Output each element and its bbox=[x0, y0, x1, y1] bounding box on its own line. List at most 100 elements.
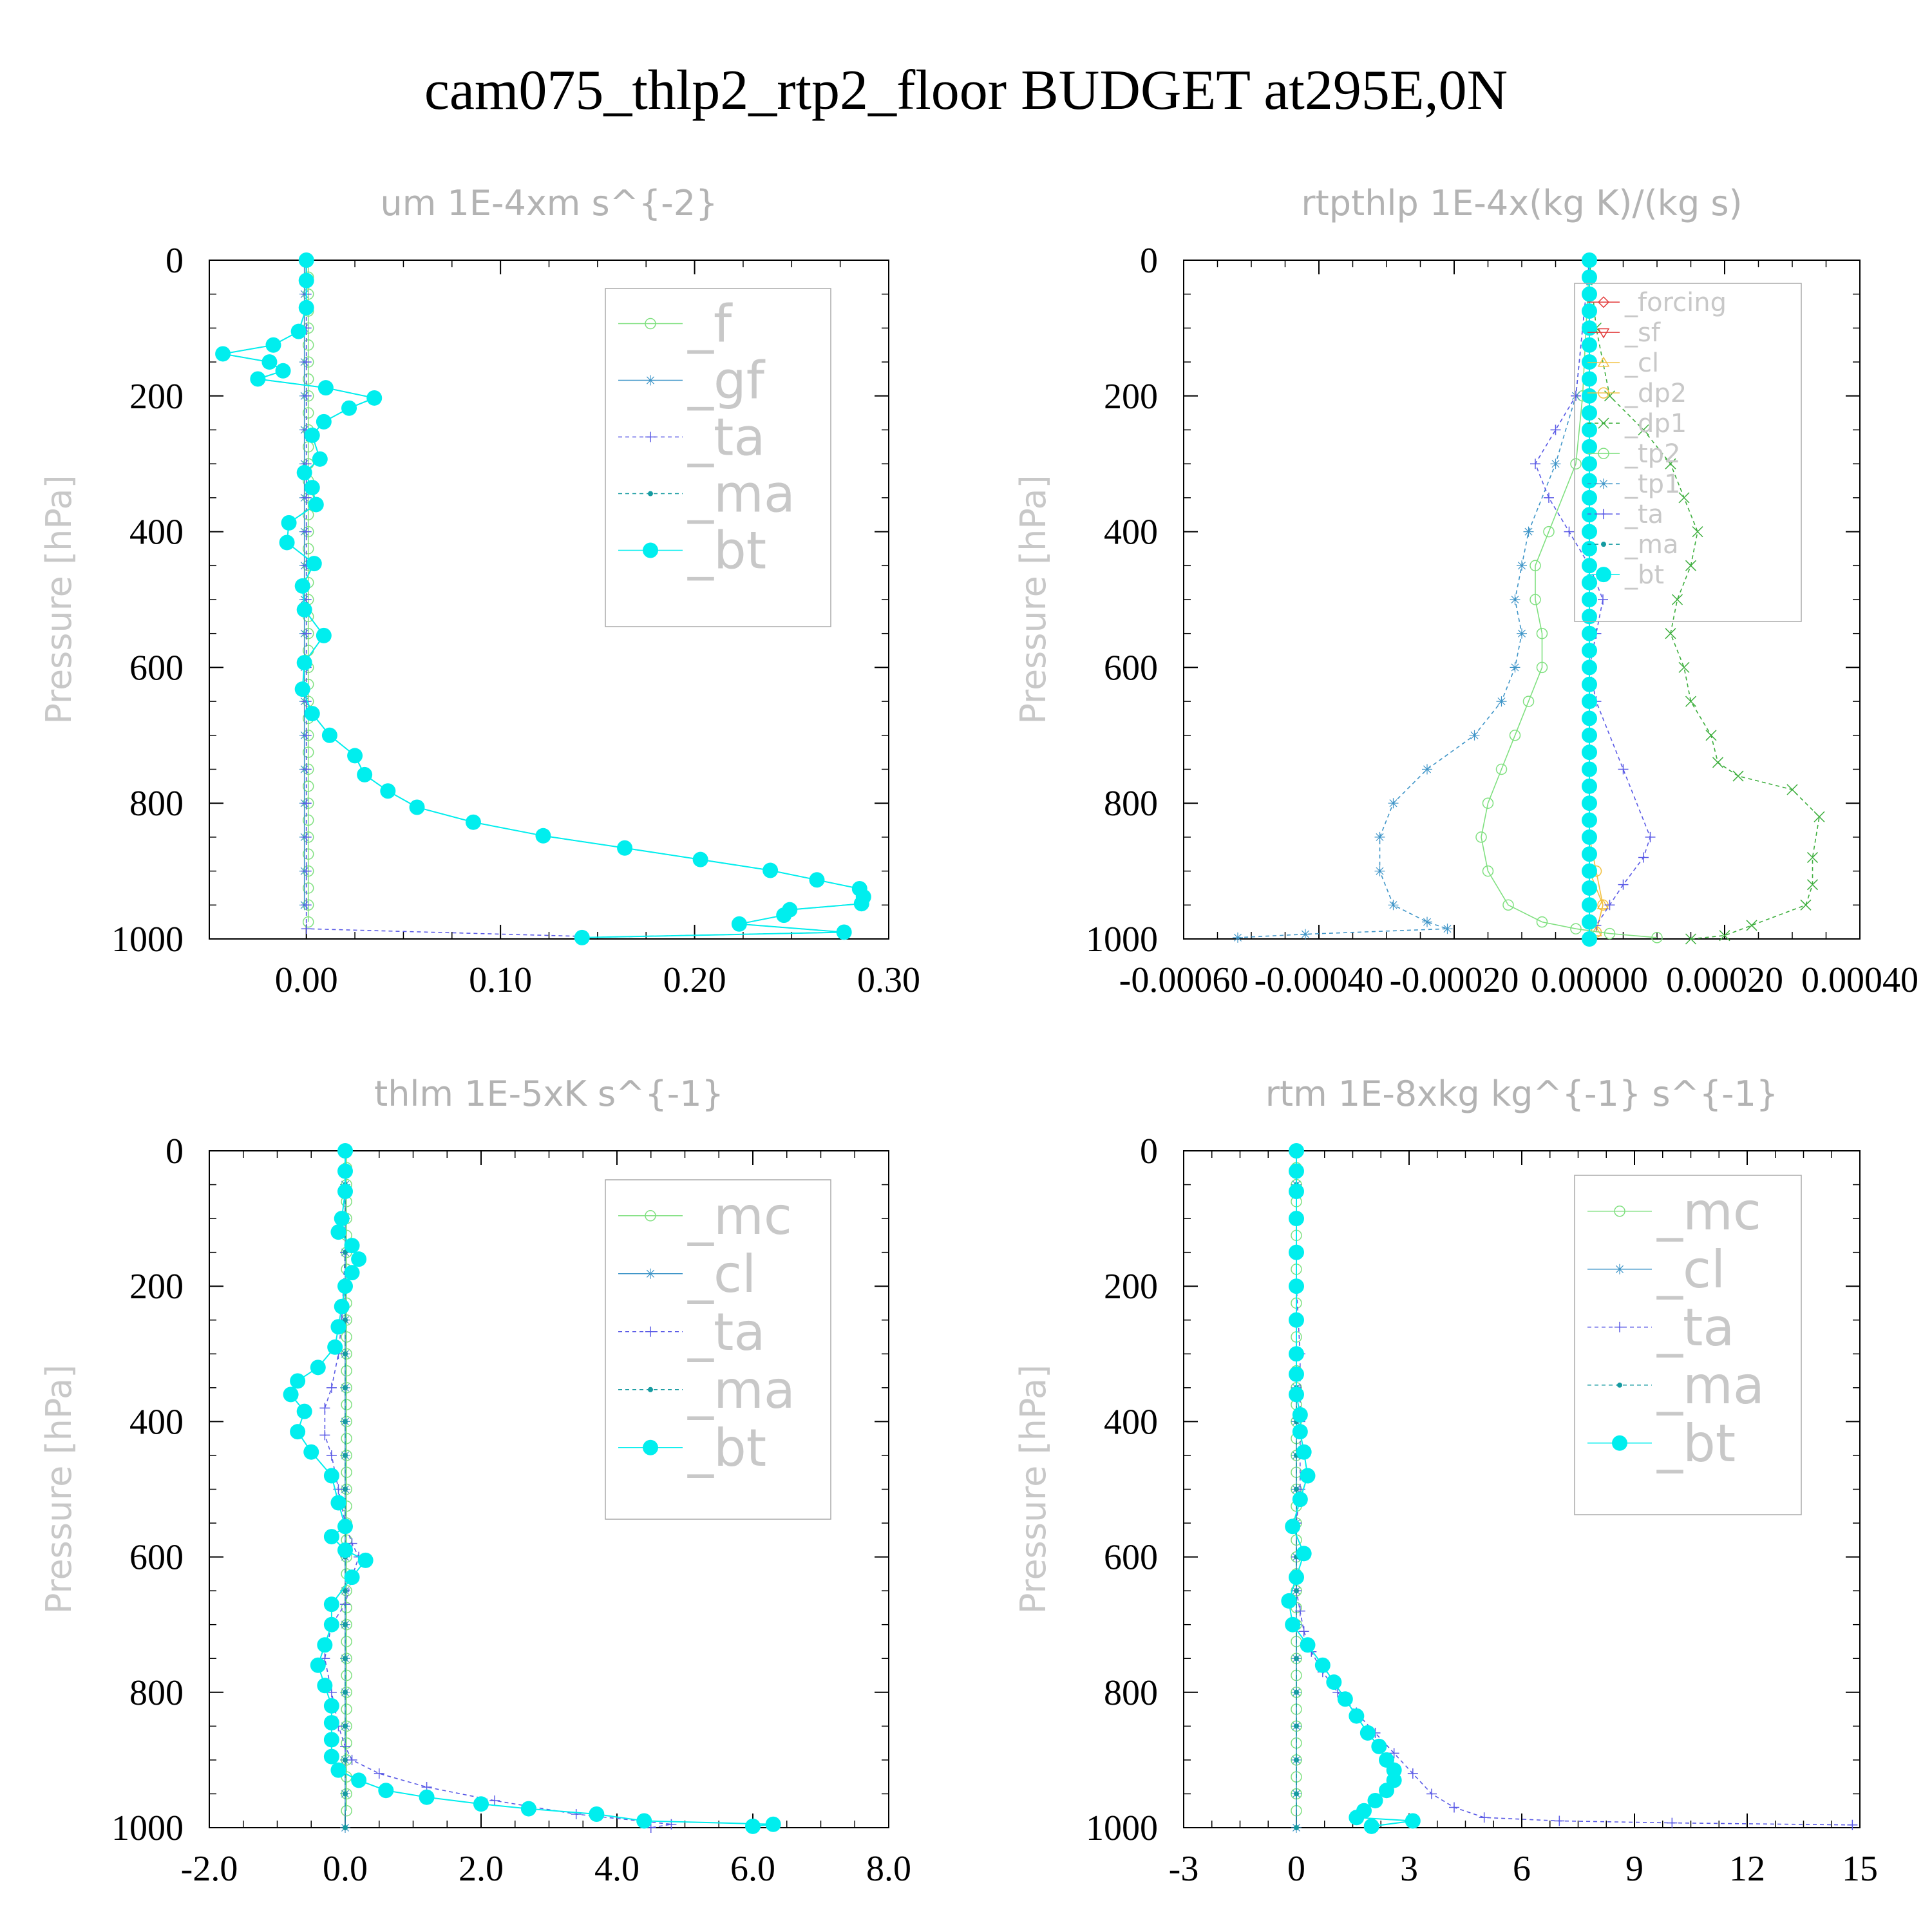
data-point bbox=[290, 1373, 306, 1389]
legend-marker bbox=[1598, 478, 1609, 489]
legend: _mc_cl_ta_ma_bt bbox=[605, 1179, 831, 1520]
legend-marker bbox=[1598, 417, 1609, 429]
data-point bbox=[1522, 696, 1535, 707]
data-point bbox=[343, 1656, 348, 1662]
legend-label: _cl bbox=[687, 1244, 756, 1304]
data-point bbox=[1800, 899, 1812, 911]
series-line bbox=[222, 260, 864, 938]
data-point bbox=[1806, 879, 1819, 891]
data-point bbox=[1582, 609, 1597, 625]
data-point bbox=[304, 427, 320, 443]
legend-label: _ma bbox=[687, 1360, 795, 1420]
legend-box bbox=[1574, 283, 1802, 622]
legend-label: _tp1 bbox=[1624, 469, 1681, 499]
data-point bbox=[1847, 1819, 1858, 1830]
data-point bbox=[1582, 337, 1597, 353]
data-point bbox=[344, 1569, 360, 1586]
data-point bbox=[327, 1339, 343, 1355]
data-point bbox=[1536, 916, 1548, 928]
data-point bbox=[346, 1754, 357, 1765]
data-point bbox=[351, 1772, 367, 1788]
data-point bbox=[310, 1657, 326, 1673]
data-point bbox=[343, 1351, 348, 1357]
series-line bbox=[1288, 1151, 1413, 1827]
data-point bbox=[1289, 1143, 1304, 1159]
plot-frame bbox=[1183, 1150, 1861, 1828]
data-point bbox=[341, 1804, 352, 1817]
data-point bbox=[301, 492, 312, 503]
data-point bbox=[762, 862, 779, 878]
series-dp1 bbox=[1584, 254, 1825, 945]
data-point bbox=[1705, 730, 1717, 741]
data-point bbox=[1582, 558, 1597, 574]
x-tick-label: 0.00 bbox=[275, 960, 338, 1000]
data-point bbox=[1582, 694, 1597, 710]
data-point bbox=[301, 764, 312, 775]
y-tick-label: 400 bbox=[1104, 513, 1158, 553]
data-point bbox=[337, 1163, 353, 1179]
x-tick-label: 0.00040 bbox=[1801, 960, 1918, 1000]
data-point bbox=[302, 848, 314, 860]
series-bt bbox=[283, 1143, 781, 1834]
data-point bbox=[617, 840, 633, 856]
data-point bbox=[1582, 778, 1597, 794]
data-point bbox=[1388, 900, 1399, 911]
y-tick-label: 1000 bbox=[1086, 1808, 1158, 1848]
data-point bbox=[1604, 900, 1615, 911]
legend-label: _cl bbox=[1656, 1240, 1725, 1300]
legend-label: _bt bbox=[1656, 1414, 1736, 1473]
x-tick-label: -2.0 bbox=[181, 1849, 238, 1889]
data-point bbox=[1667, 1817, 1678, 1828]
legend-marker bbox=[1614, 1206, 1625, 1217]
data-point bbox=[731, 916, 747, 932]
data-point bbox=[1571, 390, 1581, 401]
x-tick-label: 0.0 bbox=[323, 1849, 368, 1889]
data-point bbox=[489, 1795, 500, 1806]
data-point bbox=[1285, 1616, 1301, 1633]
data-point bbox=[294, 578, 310, 594]
panel-title: um 1E-4xm s^{-2} bbox=[381, 183, 718, 223]
data-point bbox=[1678, 661, 1690, 673]
data-point bbox=[343, 1486, 348, 1492]
legend-label: _ta bbox=[1624, 500, 1663, 529]
y-tick-label: 800 bbox=[1104, 1673, 1158, 1713]
data-point bbox=[535, 828, 551, 844]
data-point bbox=[302, 814, 314, 826]
y-tick-label: 1000 bbox=[111, 920, 184, 960]
data-point bbox=[1285, 1519, 1301, 1535]
data-point bbox=[250, 371, 266, 387]
y-tick-label: 800 bbox=[129, 784, 184, 824]
data-point bbox=[419, 1789, 435, 1805]
data-point bbox=[1582, 643, 1597, 659]
data-point bbox=[323, 1732, 339, 1748]
data-point bbox=[343, 1385, 348, 1390]
x-tick-label: -0.00060 bbox=[1119, 960, 1249, 1000]
data-point bbox=[330, 1224, 346, 1240]
data-point bbox=[306, 556, 322, 572]
legend-marker bbox=[645, 431, 656, 442]
data-point bbox=[1582, 761, 1597, 777]
data-point bbox=[1449, 1802, 1459, 1813]
data-point bbox=[326, 1450, 337, 1461]
data-point bbox=[1582, 592, 1597, 607]
data-point bbox=[1550, 424, 1561, 435]
data-point bbox=[301, 526, 312, 537]
x-tick-label: 9 bbox=[1625, 1849, 1643, 1889]
data-point bbox=[344, 1238, 360, 1254]
data-point bbox=[1405, 1813, 1421, 1829]
legend-marker bbox=[1612, 1435, 1627, 1451]
data-point bbox=[302, 407, 314, 419]
data-point bbox=[1496, 696, 1507, 707]
y-tick-label: 600 bbox=[1104, 648, 1158, 688]
y-tick-label: 200 bbox=[1104, 1267, 1158, 1307]
legend-marker bbox=[648, 491, 653, 497]
data-point bbox=[1294, 1486, 1299, 1492]
x-tick-label: 6 bbox=[1513, 1849, 1531, 1889]
data-point bbox=[1582, 489, 1597, 506]
data-point bbox=[341, 1636, 352, 1647]
legend-marker bbox=[1601, 542, 1606, 547]
y-tick-label: 0 bbox=[166, 1132, 184, 1171]
data-point bbox=[1407, 1768, 1418, 1779]
data-point bbox=[1582, 574, 1597, 591]
data-point bbox=[1543, 526, 1555, 538]
